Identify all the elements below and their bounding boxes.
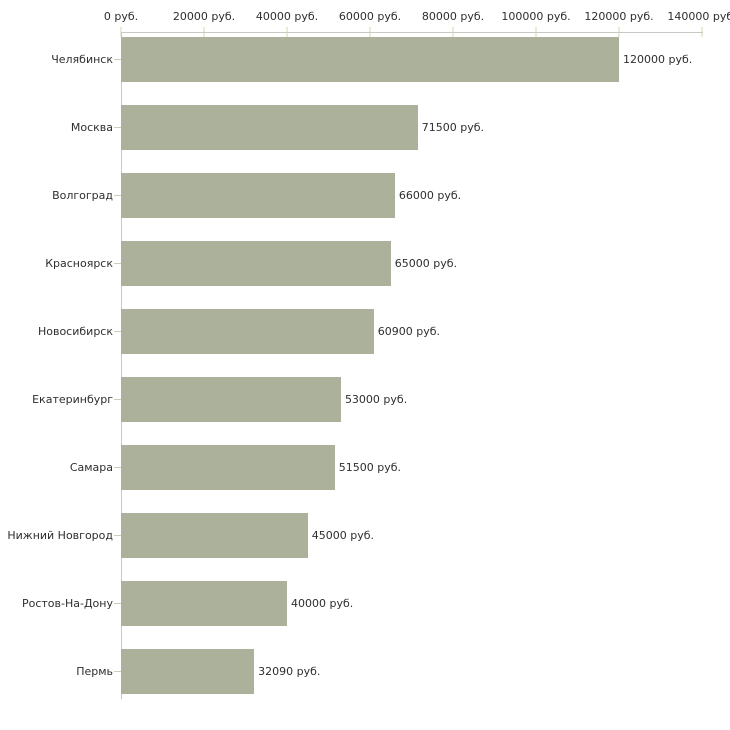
category-label: Нижний Новгород bbox=[7, 529, 113, 542]
chart-row: Красноярск 65000 руб. bbox=[0, 236, 730, 304]
bar-track: 53000 руб. bbox=[121, 377, 702, 422]
x-tick-label: 140000 руб. bbox=[667, 10, 730, 23]
chart-row: Волгоград 66000 руб. bbox=[0, 168, 730, 236]
y-tick-mark bbox=[114, 331, 121, 332]
chart-row: Челябинск 120000 руб. bbox=[0, 32, 730, 100]
chart-row: Москва 71500 руб. bbox=[0, 100, 730, 168]
category-label: Самара bbox=[69, 461, 113, 474]
y-tick-mark bbox=[114, 399, 121, 400]
chart-row: Пермь 32090 руб. bbox=[0, 644, 730, 712]
bar-track: 71500 руб. bbox=[121, 105, 702, 150]
value-label: 60900 руб. bbox=[377, 325, 440, 338]
x-tick-label: 40000 руб. bbox=[255, 10, 319, 23]
bar bbox=[121, 105, 418, 150]
y-tick-mark bbox=[114, 127, 121, 128]
value-label: 120000 руб. bbox=[623, 53, 693, 66]
x-tick-label: 0 руб. bbox=[103, 10, 139, 23]
y-tick-mark bbox=[114, 603, 121, 604]
y-tick-mark bbox=[114, 671, 121, 672]
y-tick-mark bbox=[114, 535, 121, 536]
y-tick-mark bbox=[114, 195, 121, 196]
bar bbox=[121, 581, 287, 626]
category-label: Ростов-На-Дону bbox=[21, 597, 113, 610]
category-label: Челябинск bbox=[51, 53, 113, 66]
x-axis-line bbox=[121, 32, 703, 33]
bar bbox=[121, 37, 619, 82]
chart-row: Екатеринбург 53000 руб. bbox=[0, 372, 730, 440]
chart-row: Нижний Новгород 45000 руб. bbox=[0, 508, 730, 576]
category-label: Екатеринбург bbox=[32, 393, 113, 406]
chart-rows: Челябинск 120000 руб. Москва 71500 руб. … bbox=[0, 32, 730, 712]
bar bbox=[121, 241, 391, 286]
category-label: Волгоград bbox=[52, 189, 113, 202]
y-tick-mark bbox=[114, 263, 121, 264]
value-label: 66000 руб. bbox=[398, 189, 462, 202]
category-label: Новосибирск bbox=[37, 325, 113, 338]
value-label: 32090 руб. bbox=[258, 665, 321, 678]
x-tick-label: 100000 руб. bbox=[501, 10, 571, 23]
bar-track: 32090 руб. bbox=[121, 649, 702, 694]
value-label: 53000 руб. bbox=[344, 393, 408, 406]
bar-track: 66000 руб. bbox=[121, 173, 702, 218]
bar bbox=[121, 173, 395, 218]
value-label: 45000 руб. bbox=[311, 529, 375, 542]
x-tick-label: 20000 руб. bbox=[172, 10, 236, 23]
bar-track: 45000 руб. bbox=[121, 513, 702, 558]
y-axis-line bbox=[121, 32, 122, 699]
y-tick-mark bbox=[114, 59, 121, 60]
chart-row: Самара 51500 руб. bbox=[0, 440, 730, 508]
x-tick-label: 60000 руб. bbox=[338, 10, 402, 23]
category-label: Красноярск bbox=[45, 257, 113, 270]
bar bbox=[121, 513, 308, 558]
bar bbox=[121, 309, 374, 354]
bar-track: 65000 руб. bbox=[121, 241, 702, 286]
x-axis: 0 руб. 20000 руб. 40000 руб. 60000 руб. … bbox=[104, 0, 730, 37]
chart-row: Новосибирск 60900 руб. bbox=[0, 304, 730, 372]
bar-track: 51500 руб. bbox=[121, 445, 702, 490]
bar bbox=[121, 649, 255, 694]
bar-track: 40000 руб. bbox=[121, 581, 702, 626]
bar bbox=[121, 445, 335, 490]
bar-track: 120000 руб. bbox=[121, 37, 702, 82]
x-tick-label: 80000 руб. bbox=[421, 10, 485, 23]
bar-track: 60900 руб. bbox=[121, 309, 702, 354]
category-label: Москва bbox=[70, 121, 113, 134]
category-label: Пермь bbox=[76, 665, 113, 678]
value-label: 65000 руб. bbox=[394, 257, 458, 270]
bar bbox=[121, 377, 341, 422]
value-label: 51500 руб. bbox=[338, 461, 401, 474]
chart-row: Ростов-На-Дону 40000 руб. bbox=[0, 576, 730, 644]
value-label: 40000 руб. bbox=[291, 597, 354, 610]
x-tick-label: 120000 руб. bbox=[584, 10, 654, 23]
y-tick-mark bbox=[114, 467, 121, 468]
value-label: 71500 руб. bbox=[421, 121, 484, 134]
